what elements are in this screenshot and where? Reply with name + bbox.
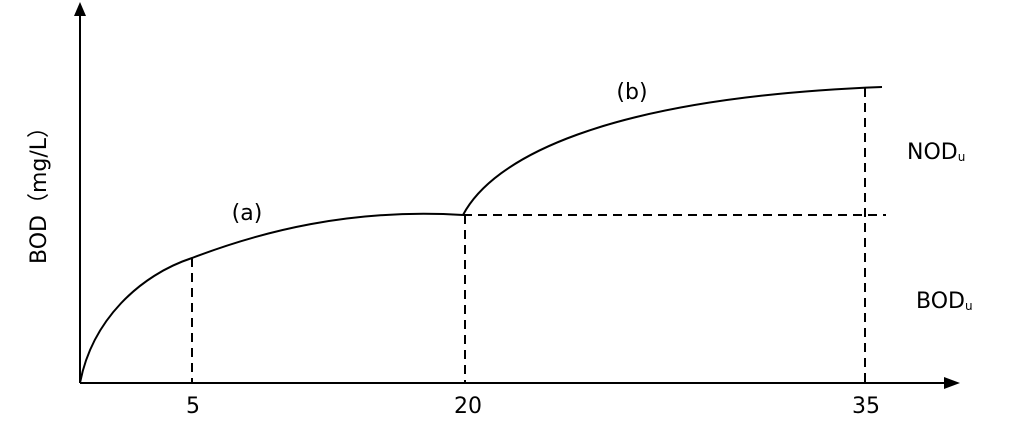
- y-axis-label: BOD（mg/L）: [27, 116, 52, 264]
- curve-a-carbonaceous: [79, 212, 464, 384]
- y-axis-arrow-icon: [74, 2, 86, 16]
- curve-b-nitrogenous: [462, 86, 883, 216]
- x-tick-label-5: 5: [186, 394, 200, 419]
- x-tick-label-35: 35: [852, 394, 880, 419]
- curve-a-label: (a): [232, 201, 263, 226]
- x-axis-arrow-icon: [944, 377, 960, 389]
- x-tick-label-20: 20: [454, 394, 482, 419]
- nodu-label: NODu: [907, 140, 965, 165]
- bodu-label: BODu: [916, 289, 973, 314]
- curve-b-label: (b): [616, 80, 647, 105]
